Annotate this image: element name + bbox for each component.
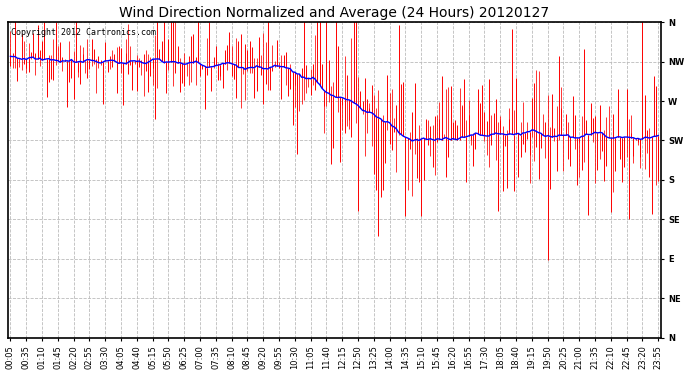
Title: Wind Direction Normalized and Average (24 Hours) 20120127: Wind Direction Normalized and Average (2… (119, 6, 549, 20)
Text: Copyright 2012 Cartronics.com: Copyright 2012 Cartronics.com (12, 28, 157, 38)
